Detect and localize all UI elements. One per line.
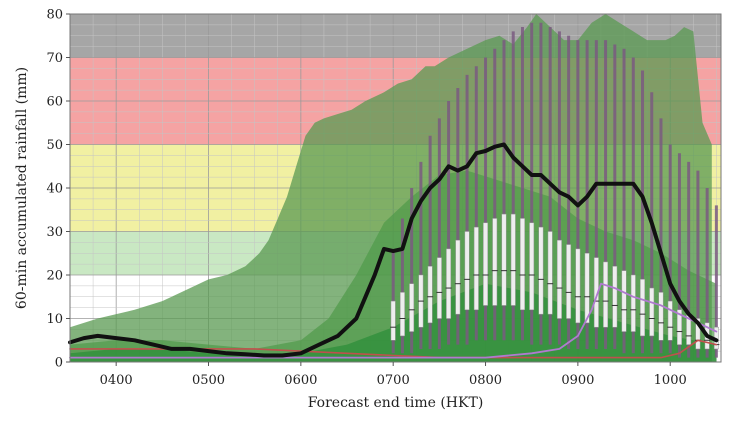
boxplot-box <box>446 248 452 319</box>
boxplot-box <box>399 292 405 337</box>
y-tick-label: 30 <box>46 225 63 240</box>
boxplot-box <box>473 226 479 311</box>
boxplot-box <box>658 292 664 341</box>
boxplot-box <box>640 279 645 337</box>
series-lines <box>68 142 719 359</box>
boxplot-box <box>492 218 498 306</box>
x-tick-label: 0400 <box>100 373 133 388</box>
boxplot-box <box>575 248 581 324</box>
boxplot-box <box>667 300 673 341</box>
x-tick-label: 0700 <box>377 373 410 388</box>
boxplot-box <box>455 239 461 315</box>
y-tick-label: 70 <box>46 51 63 66</box>
boxplot-box <box>556 239 562 319</box>
median-line <box>68 142 719 358</box>
y-tick-label: 80 <box>46 8 63 23</box>
boxplot-box <box>630 274 636 332</box>
boxplot-box <box>584 253 590 324</box>
y-tick-label: 50 <box>46 138 63 153</box>
y-tick-label: 40 <box>46 182 63 197</box>
y-tick-label: 60 <box>46 95 63 110</box>
boxplot-box <box>427 266 433 324</box>
purple-member-line <box>69 282 718 359</box>
y-tick-label: 0 <box>55 356 63 371</box>
boxplot-box <box>603 261 609 328</box>
red-member-line <box>69 339 718 359</box>
boxplot-box <box>612 266 618 328</box>
boxplot-box <box>566 244 572 319</box>
x-tick-label: 0500 <box>192 373 225 388</box>
boxplot-box <box>529 222 535 311</box>
x-tick-label: 0600 <box>284 373 317 388</box>
boxplot-box <box>676 309 682 345</box>
boxplot-box <box>621 270 627 332</box>
boxplot-box <box>409 283 415 332</box>
y-tick-label: 10 <box>46 312 63 327</box>
x-axis-ticks: 0400 0500 0600 0700 0800 0900 1000 <box>100 362 687 388</box>
y-tick-label: 20 <box>46 269 63 284</box>
boxplot-box <box>464 231 470 311</box>
boxplot-box <box>501 213 507 306</box>
x-tick-label: 0800 <box>469 373 502 388</box>
boxplot-box <box>547 231 553 315</box>
boxplot-box <box>695 318 701 350</box>
boxplot-box <box>390 300 396 341</box>
y-axis-title: 60-min accumulated rainfall (mm) <box>14 67 30 309</box>
boxplot-box <box>520 218 525 311</box>
x-axis-title: Forecast end time (HKT) <box>308 395 484 411</box>
boxplot-box <box>436 257 442 319</box>
boxplot-box <box>538 226 544 315</box>
boxplot-box <box>510 213 516 306</box>
x-tick-label: 0900 <box>561 373 594 388</box>
boxplots <box>390 22 720 358</box>
y-axis-ticks: 0 10 20 30 40 50 60 70 80 <box>46 8 70 371</box>
ensemble-p50-envelope-area <box>70 283 717 362</box>
x-tick-label: 1000 <box>654 373 687 388</box>
boxplot-box <box>649 287 655 337</box>
boxplot-box <box>483 222 488 306</box>
